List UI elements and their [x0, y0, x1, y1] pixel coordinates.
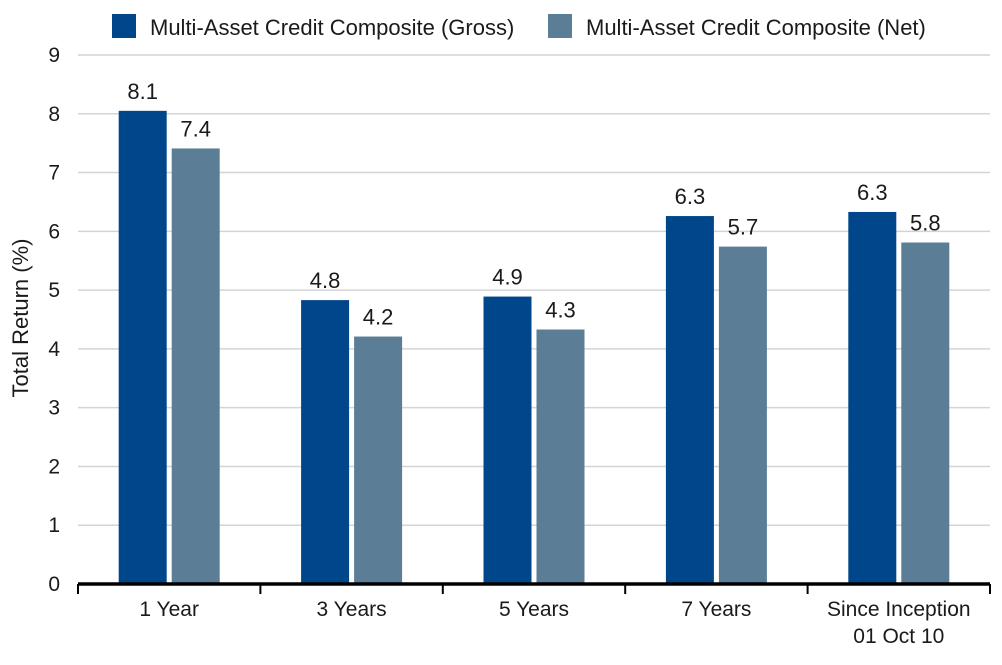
bar-gross	[301, 300, 350, 584]
y-tick-label: 5	[48, 279, 60, 302]
gridlines	[78, 54, 990, 526]
x-category-label: 5 Years	[499, 598, 569, 621]
data-label: 8.1	[127, 79, 158, 104]
bar-gross	[483, 296, 532, 584]
y-tick-label: 7	[48, 162, 60, 185]
bar-net	[901, 242, 950, 585]
y-tick-label: 9	[48, 44, 60, 67]
data-label: 6.3	[675, 184, 706, 209]
bar-gross	[848, 211, 897, 585]
x-axis	[77, 582, 991, 594]
bar-gross	[118, 110, 167, 584]
y-tick-label: 3	[48, 397, 60, 420]
y-tick-label: 8	[48, 103, 60, 126]
legend-label: Multi-Asset Credit Composite (Gross)	[150, 15, 514, 40]
data-label: 4.9	[492, 265, 523, 290]
bars	[118, 110, 950, 585]
y-tick-label: 6	[48, 220, 60, 243]
x-category-label: 7 Years	[681, 598, 751, 621]
y-tick-label: 0	[48, 573, 60, 596]
value-labels: 8.1 4.8 4.9 6.3 6.3 7.4 4.2 4.3 5.7 5.8	[127, 79, 940, 330]
x-category-label: 3 Years	[317, 598, 387, 621]
bar-net	[536, 329, 585, 584]
data-label: 6.3	[857, 180, 888, 205]
y-tick-label: 4	[48, 338, 60, 361]
bar-net	[718, 246, 767, 585]
data-label: 4.3	[545, 297, 576, 322]
y-tick-label: 2	[48, 455, 60, 478]
y-axis-title: Total Return (%)	[8, 239, 33, 398]
legend-label: Multi-Asset Credit Composite (Net)	[586, 15, 926, 40]
legend: Multi-Asset Credit Composite (Gross) Mult…	[112, 14, 926, 40]
data-label: 4.8	[310, 268, 341, 293]
y-tick-label: 1	[48, 514, 60, 537]
legend-swatch	[548, 14, 572, 38]
data-label: 5.8	[910, 211, 941, 236]
x-category-label: Since Inception	[827, 598, 971, 621]
category-labels: 1 Year 3 Years 5 Years 7 Years Since Incepti…	[139, 598, 970, 648]
bar-net	[171, 148, 220, 584]
x-category-label: 01 Oct 10	[853, 625, 944, 648]
y-axis-ticks: 0 1 2 3 4 5 6 7 8 9	[48, 44, 60, 596]
bar-net	[354, 336, 403, 584]
x-category-label: 1 Year	[139, 598, 199, 621]
bar-gross	[665, 216, 714, 584]
data-label: 7.4	[180, 116, 211, 141]
data-label: 5.7	[728, 215, 759, 240]
legend-swatch	[112, 14, 136, 38]
data-label: 4.2	[363, 305, 394, 330]
